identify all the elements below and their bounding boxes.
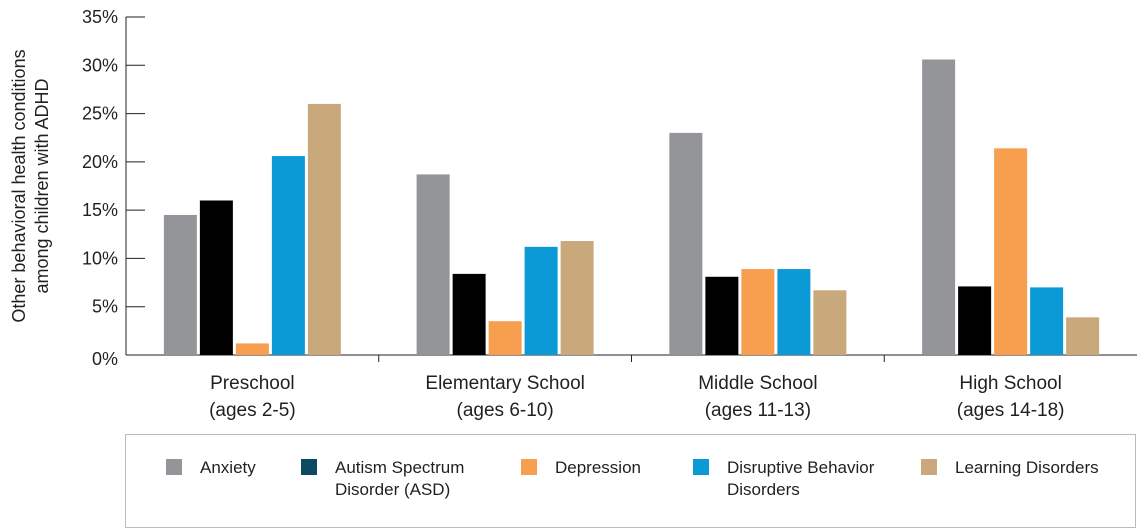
bar-depression-preschool xyxy=(235,343,269,355)
legend-label-anxiety: Anxiety xyxy=(200,458,256,477)
y-axis-title-line-1: Other behavioral health conditions xyxy=(9,49,29,322)
bar-anxiety-preschool xyxy=(163,214,197,355)
legend: Anxiety Autism Spectrum Disorder (ASD) D… xyxy=(125,434,1136,528)
bar-anxiety-elementary-school xyxy=(416,174,450,355)
bar-anxiety-high-school xyxy=(922,59,956,356)
bar-disruptive-behavior-disorders-elementary-school xyxy=(524,246,558,355)
x-category-label: Elementary School xyxy=(425,373,584,394)
legend-item-learning-disorders: Learning Disorders xyxy=(921,457,1099,479)
y-axis: 0% 5% 10% 15% 20% 25% 30% 35% xyxy=(82,7,145,369)
bar-disruptive-behavior-disorders-high-school xyxy=(1030,287,1064,355)
y-tick-label: 5% xyxy=(92,297,118,317)
bar-disruptive-behavior-disorders-preschool xyxy=(271,156,305,355)
y-tick-label: 0% xyxy=(92,349,118,369)
bars xyxy=(163,59,1100,356)
x-axis xyxy=(126,354,1137,362)
bar-learning-disorders-preschool xyxy=(307,103,341,356)
bar-depression-elementary-school xyxy=(488,321,522,355)
bar-autism-spectrum-disorder-asd-preschool xyxy=(199,200,233,355)
y-tick-label: 35% xyxy=(82,7,118,27)
bar-depression-high-school xyxy=(994,148,1028,355)
legend-swatch-autism-spectrum-disorder xyxy=(301,459,317,475)
bar-depression-middle-school xyxy=(741,269,775,355)
x-category-label: Preschool xyxy=(210,373,295,394)
legend-swatch-depression xyxy=(521,459,537,475)
x-category-label: Middle School xyxy=(698,373,817,394)
y-tick-label: 25% xyxy=(82,104,118,124)
bar-autism-spectrum-disorder-asd-middle-school xyxy=(705,276,739,355)
category-labels: Preschool (ages 2-5) Elementary School (age… xyxy=(209,373,1064,421)
x-category-sublabel: (ages 2-5) xyxy=(209,400,296,421)
bar-autism-spectrum-disorder-asd-elementary-school xyxy=(452,273,486,355)
legend-item-depression: Depression xyxy=(521,457,641,479)
bar-disruptive-behavior-disorders-middle-school xyxy=(777,269,811,355)
legend-swatch-disruptive-behavior-disorders xyxy=(693,459,709,475)
bar-anxiety-middle-school xyxy=(669,132,703,355)
x-category-sublabel: (ages 6-10) xyxy=(457,400,554,421)
legend-label-learning-disorders: Learning Disorders xyxy=(955,458,1099,477)
bar-learning-disorders-elementary-school xyxy=(560,241,594,355)
x-category-sublabel: (ages 14-18) xyxy=(957,400,1065,421)
y-tick-label: 20% xyxy=(82,152,118,172)
bar-chart: Other behavioral health conditions among… xyxy=(9,7,1137,421)
legend-item-anxiety: Anxiety xyxy=(166,457,256,479)
y-tick-label: 10% xyxy=(82,248,118,268)
legend-item-disruptive-behavior-disorders: Disruptive Behavior Disorders xyxy=(693,457,874,501)
y-tick-label: 30% xyxy=(82,55,118,75)
y-tick-label: 15% xyxy=(82,200,118,220)
legend-swatch-learning-disorders xyxy=(921,459,937,475)
x-category-sublabel: (ages 11-13) xyxy=(705,400,811,421)
legend-swatch-anxiety xyxy=(166,459,182,475)
y-axis-title: Other behavioral health conditions among… xyxy=(9,49,52,322)
bar-learning-disorders-middle-school xyxy=(813,290,847,355)
legend-label-depression: Depression xyxy=(555,458,641,477)
legend-label-disruptive-behavior-disorders: Disruptive Behavior Disorders xyxy=(727,458,875,499)
legend-label-autism-spectrum-disorder: Autism Spectrum Disorder (ASD) xyxy=(335,458,465,499)
y-axis-title-line-2: among children with ADHD xyxy=(32,78,52,293)
bar-learning-disorders-high-school xyxy=(1066,317,1100,355)
legend-item-autism-spectrum-disorder: Autism Spectrum Disorder (ASD) xyxy=(301,457,464,501)
x-category-label: High School xyxy=(959,373,1061,394)
bar-autism-spectrum-disorder-asd-high-school xyxy=(958,286,992,355)
